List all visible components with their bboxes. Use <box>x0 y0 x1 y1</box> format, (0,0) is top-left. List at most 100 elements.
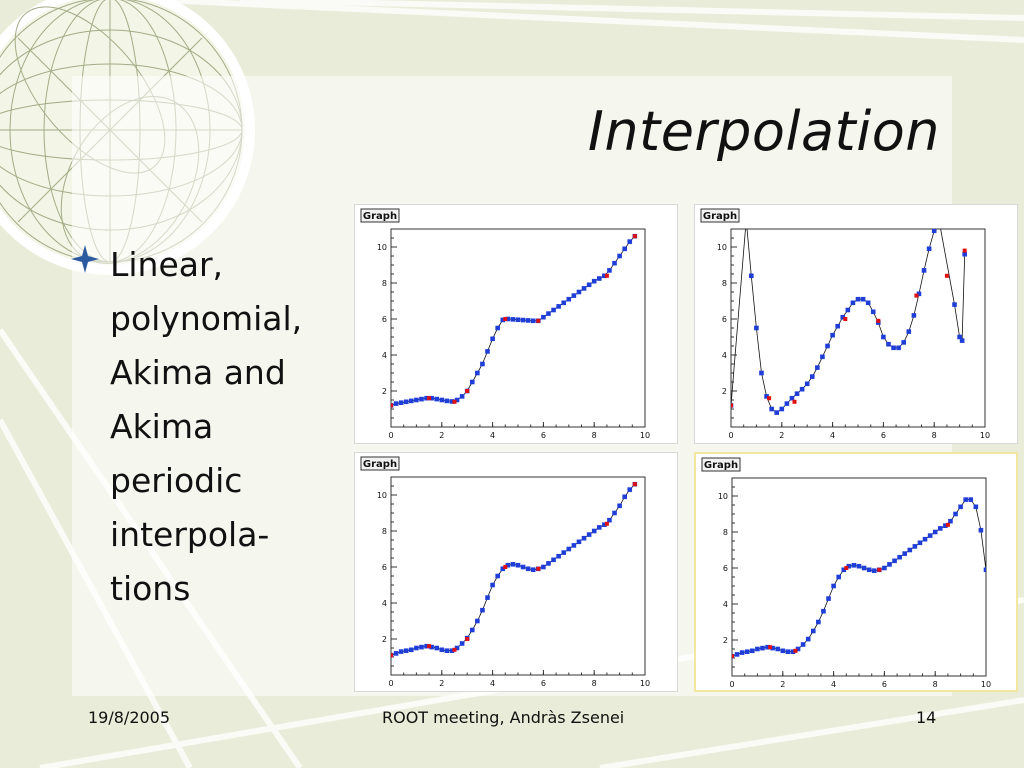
data-point <box>439 397 445 403</box>
footer-presenter: ROOT meeting, Andràs Zsenei <box>382 708 625 727</box>
bullet-line: polynomial, <box>110 299 303 338</box>
graph-label-box <box>360 456 400 471</box>
data-point <box>576 539 582 545</box>
x-tick-label: 10 <box>640 679 650 688</box>
data-point <box>799 386 805 392</box>
data-point <box>525 318 531 323</box>
data-point <box>475 618 480 624</box>
anchor-point <box>452 647 457 652</box>
data-point <box>816 619 821 625</box>
x-tick-label: 4 <box>831 680 836 689</box>
x-tick-label: 0 <box>729 680 734 689</box>
y-tick-label: 10 <box>377 243 387 252</box>
data-point <box>937 526 943 531</box>
akima-periodic-interpolation-chart: Graph 0 2 4 6 8 10 2 4 6 8 10 <box>701 457 991 689</box>
x-tick-label: 10 <box>980 431 990 440</box>
data-point <box>855 296 861 302</box>
x-tick-label: 0 <box>728 431 733 440</box>
data-point <box>921 268 927 273</box>
anchor-point <box>503 317 508 321</box>
plot-akima: Graph 0 2 4 6 8 10 2 4 6 8 10 <box>354 452 678 692</box>
y-tick-label: 8 <box>722 279 727 288</box>
x-tick-label: 8 <box>592 431 597 440</box>
data-point <box>866 567 872 573</box>
data-point <box>591 528 597 534</box>
data-point <box>917 540 923 546</box>
slide-title: Interpolation <box>587 100 940 163</box>
anchor-point <box>944 273 949 278</box>
data-point <box>851 563 857 568</box>
data-point <box>794 391 800 396</box>
data-point <box>916 291 922 297</box>
y-tick-label: 4 <box>382 599 387 608</box>
data-point <box>596 276 602 281</box>
data-point <box>886 341 891 347</box>
data-point <box>978 527 984 533</box>
data-point <box>820 354 825 360</box>
bullet-text: Linear, polynomial, Akima and Akima peri… <box>110 238 370 616</box>
data-point <box>860 296 866 302</box>
data-point <box>785 649 791 654</box>
data-point <box>922 536 928 542</box>
data-point <box>744 649 750 654</box>
data-point <box>948 518 953 524</box>
data-point <box>414 397 419 403</box>
plot-area <box>391 481 638 658</box>
anchor-point <box>767 396 772 401</box>
data-point <box>556 304 561 309</box>
data-point <box>602 273 607 279</box>
y-tick-label: 2 <box>382 635 387 644</box>
data-point <box>510 317 516 322</box>
data-point <box>896 345 901 351</box>
anchor-point <box>465 389 470 393</box>
data-point <box>892 558 897 564</box>
graph-label-box <box>701 457 741 472</box>
x-tick-label: 6 <box>541 431 546 440</box>
data-point <box>739 650 745 655</box>
y-tick-label: 10 <box>377 491 387 500</box>
data-point <box>845 307 851 313</box>
data-point <box>419 644 424 650</box>
data-point <box>755 646 760 652</box>
x-tick-label: 0 <box>388 431 393 440</box>
data-point <box>490 582 495 588</box>
graph-label: Graph <box>363 211 397 222</box>
data-point <box>627 239 633 244</box>
data-point <box>769 406 774 412</box>
y-tick-label: 8 <box>723 528 728 537</box>
anchor-point <box>632 234 637 239</box>
data-point <box>835 323 840 329</box>
data-point <box>414 645 419 651</box>
data-point <box>449 648 455 653</box>
page-number: 14 <box>916 708 937 727</box>
bullet-line: Akima and <box>110 353 286 392</box>
data-point <box>912 544 918 549</box>
data-point <box>841 567 847 573</box>
data-point <box>612 260 617 266</box>
data-point <box>764 394 769 399</box>
data-point <box>571 543 577 548</box>
data-point <box>617 253 622 259</box>
data-point <box>591 278 597 284</box>
four-point-star-icon <box>71 245 99 273</box>
data-point <box>926 246 932 252</box>
data-point <box>566 296 572 302</box>
data-point <box>856 563 862 569</box>
x-tick-label: 2 <box>780 680 785 689</box>
anchor-point <box>503 565 508 569</box>
data-point <box>789 395 795 401</box>
data-point <box>612 510 617 516</box>
bullet-line: Akima <box>110 407 214 446</box>
data-point <box>576 289 582 295</box>
data-point <box>770 645 775 651</box>
data-point <box>973 504 979 510</box>
data-point <box>627 487 633 492</box>
x-tick-label: 8 <box>933 680 938 689</box>
data-point <box>957 334 962 340</box>
anchor-point <box>391 403 393 408</box>
polynomial-interpolation-chart: Graph 0 2 4 6 8 10 2 4 6 8 10 <box>700 208 990 440</box>
data-point <box>393 651 399 656</box>
data-point <box>774 410 780 415</box>
data-point <box>581 286 587 291</box>
data-point <box>937 220 942 225</box>
